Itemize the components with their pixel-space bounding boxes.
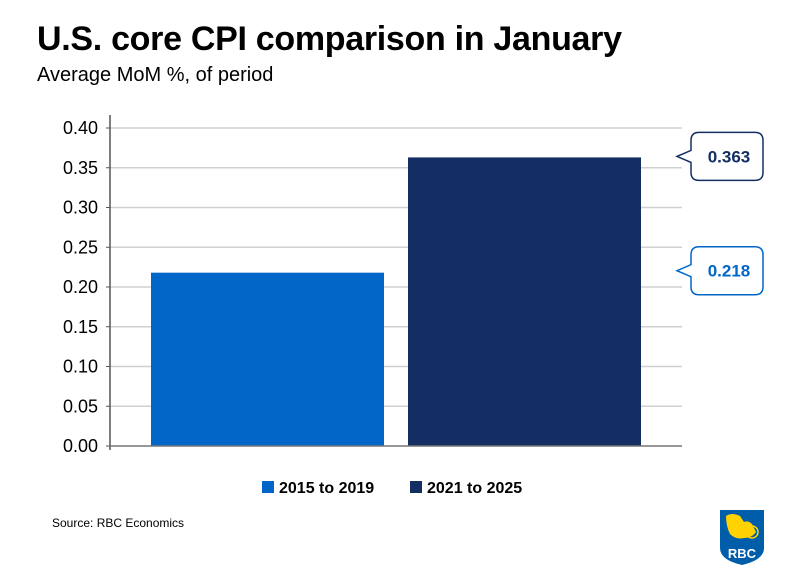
bar: [408, 157, 641, 447]
y-tick-label: 0.15: [63, 317, 98, 337]
y-tick-label: 0.30: [63, 198, 98, 218]
chart-title: U.S. core CPI comparison in January: [37, 20, 622, 58]
data-label-callout: [675, 245, 764, 296]
svg-text:RBC: RBC: [728, 546, 757, 561]
data-label-callout: [675, 131, 764, 182]
y-tick-label: 0.35: [63, 158, 98, 178]
bar: [151, 272, 384, 446]
legend-swatch: [262, 481, 274, 493]
legend-swatch: [410, 481, 422, 493]
legend-label: 2015 to 2019: [279, 480, 374, 497]
legend-label: 2021 to 2025: [427, 480, 522, 497]
y-tick-label: 0.40: [63, 118, 98, 138]
y-tick-label: 0.10: [63, 357, 98, 377]
y-tick-label: 0.25: [63, 237, 98, 257]
y-tick-label: 0.20: [63, 277, 98, 297]
y-tick-label: 0.05: [63, 396, 98, 416]
y-tick-label: 0.00: [63, 436, 98, 456]
rbc-logo: RBC: [720, 510, 764, 565]
data-label: 0.363: [708, 147, 751, 166]
data-label: 0.218: [708, 262, 751, 281]
source-note: Source: RBC Economics: [52, 516, 185, 530]
chart-subtitle: Average MoM %, of period: [37, 64, 274, 86]
